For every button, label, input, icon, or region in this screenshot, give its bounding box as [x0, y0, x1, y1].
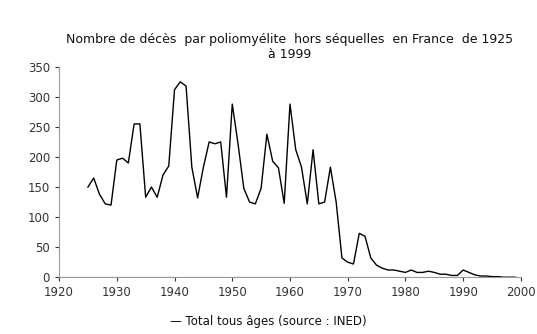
Title: Nombre de décès  par poliomyélite  hors séquelles  en France  de 1925
à 1999: Nombre de décès par poliomyélite hors sé…	[67, 33, 513, 61]
Text: — Total tous âges (source : INED): — Total tous âges (source : INED)	[170, 315, 367, 328]
